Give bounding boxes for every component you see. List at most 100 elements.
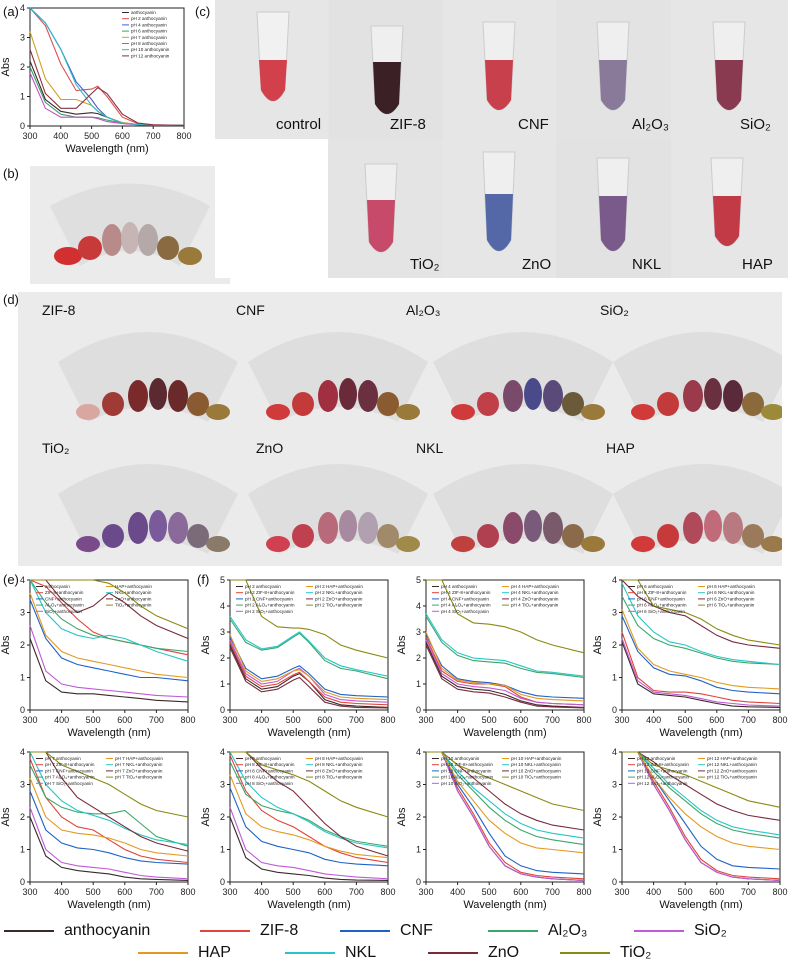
series-line-zif-8 <box>426 751 585 880</box>
series-line-zif-8 <box>622 751 781 880</box>
x-tick-label: 800 <box>380 715 395 725</box>
y-tick-label: 1 <box>220 679 225 689</box>
legend-label: pH 8 NKL+anthocyanin <box>315 762 363 767</box>
legend-label: HAP+anthocyanin <box>115 584 152 589</box>
tube-zno <box>482 151 516 252</box>
legend-label: CNF+anthocyanin <box>45 596 82 601</box>
series-line-cnf <box>229 787 389 867</box>
y-tick-label: 1 <box>20 92 25 102</box>
x-tick-label: 300 <box>418 715 433 725</box>
series-line-nkl <box>29 579 189 662</box>
tube-hap <box>710 157 744 247</box>
legend-label: pH 12 SiO₂+anthocyanin <box>637 781 688 786</box>
y-axis-label: Abs <box>592 807 604 826</box>
photo-b-tube-fan <box>30 166 230 284</box>
legend-line <box>488 930 538 932</box>
legend-label: pH 8 anthocyanin <box>131 41 167 46</box>
x-tick-label: 600 <box>117 887 132 897</box>
fan-zif8 <box>58 332 238 422</box>
x-tick-label: 400 <box>254 887 269 897</box>
legend-entry: ZIF-8 <box>200 922 298 940</box>
legend-label: pH 10 NKL+anthocyanin <box>511 762 561 767</box>
legend-label: pH 6 SiO₂+anthocyanin <box>637 609 685 614</box>
x-tick-label: 700 <box>545 887 560 897</box>
y-axis-label: Abs <box>0 57 12 76</box>
legend-label: pH 4 ZnO+anthocyanin <box>511 596 559 601</box>
x-tick-label: 800 <box>180 887 195 897</box>
x-tick-label: 400 <box>54 715 69 725</box>
fan-sio2 <box>613 332 782 422</box>
legend-text: SiO₂ <box>694 922 727 939</box>
y-tick-label: 4 <box>220 601 225 611</box>
legend-entry: Al₂O₃ <box>488 922 587 940</box>
x-tick-label: 600 <box>709 715 724 725</box>
legend-label: pH 12 ZnO+anthocyanin <box>707 768 757 773</box>
x-tick-label: 700 <box>545 715 560 725</box>
legend-label: pH 8 ZnO+anthocyanin <box>315 768 363 773</box>
legend-label: pH 8 SiO₂+anthocyanin <box>245 781 293 786</box>
series-line-tio2 <box>426 751 585 812</box>
series-line-tio2 <box>426 579 585 654</box>
legend-label: pH 8 Al₂O₃+anthocyanin <box>245 775 295 780</box>
legend-label: pH 7 CNF+anthocyanin <box>45 768 93 773</box>
tube-nkl <box>596 157 630 252</box>
series-line-hap <box>29 777 189 857</box>
label-d-zif8: ZIF-8 <box>42 302 76 318</box>
legend-label: pH 2 ZIF-8+anthocyanin <box>245 590 295 595</box>
y-tick-label: 3 <box>220 780 225 790</box>
fan-al2o3 <box>433 332 613 422</box>
x-tick-label: 400 <box>646 887 661 897</box>
series-line-anthocyanin <box>425 642 585 708</box>
legend-text: Al₂O₃ <box>548 922 588 939</box>
y-tick-label: 4 <box>612 747 617 757</box>
legend-label: pH 2 CNF+anthocyanin <box>245 596 293 601</box>
y-tick-label: 0 <box>612 705 617 715</box>
chart-f-ph7: 300 400 500 600 700 800 0 1 2 3 4 Wavelength (nm) Ab… <box>0 747 196 911</box>
series-line-zno <box>30 751 189 852</box>
x-axis-label: Wavelength (nm) <box>67 899 150 911</box>
legend-line <box>4 930 54 932</box>
series-line-al2o3 <box>622 751 781 839</box>
y-axis-label: Abs <box>0 635 12 654</box>
legend-label: pH 6 Al₂O₃+anthocyanin <box>637 603 687 608</box>
y-tick-label: 1 <box>20 673 25 683</box>
series-line-zif-8 <box>29 758 189 864</box>
series-line-cnf <box>621 615 781 695</box>
legend-text: HAP <box>198 944 231 961</box>
series-line-tio2 <box>622 579 781 646</box>
series-line-sio2 <box>426 751 585 881</box>
label-d-zno: ZnO <box>256 440 284 456</box>
legend-label: pH 6 NKL+anthocyanin <box>707 590 755 595</box>
legend-label: pH 7 SiO₂+anthocyanin <box>45 781 93 786</box>
legend-label: pH 8 TiO₂+anthocyanin <box>315 775 363 780</box>
legend-label: pH 12 anthocyanin <box>637 756 676 761</box>
tube-fan-b <box>50 183 210 266</box>
bottom-legend: anthocyanin ZIF-8 CNF Al₂O₃ SiO₂ HAP NKL ZnO TiO… <box>0 918 788 964</box>
series-line-tio2 <box>622 751 781 808</box>
legend-label: pH 2 ZnO+anthocyanin <box>315 596 363 601</box>
series-line-zif-8 <box>229 642 389 706</box>
legend-label: pH 4 Al₂O₃+anthocyanin <box>441 603 491 608</box>
label-c-control: control <box>276 116 322 133</box>
legend-label: pH 4 SiO₂+anthocyanin <box>441 609 489 614</box>
series-line-zno <box>30 579 189 640</box>
x-axis-label: Wavelength (nm) <box>65 143 148 155</box>
x-tick-label: 600 <box>709 887 724 897</box>
legend-entry: ZnO <box>428 944 519 962</box>
fan-cnf <box>248 332 428 422</box>
y-tick-label: 2 <box>220 653 225 663</box>
y-tick-label: 3 <box>612 780 617 790</box>
series-line-cnf <box>229 636 389 698</box>
x-tick-label: 500 <box>286 887 301 897</box>
x-tick-label: 500 <box>86 715 101 725</box>
series-line-zif-8 <box>229 755 389 864</box>
tube-control <box>256 11 290 102</box>
series-line-al2o3 <box>229 618 389 680</box>
chart-f-ph6: 300 400 500 600 700 800 0 1 2 3 4 Wavelength (nm) Ab… <box>592 575 788 739</box>
tube-cnf <box>482 21 516 111</box>
series-line-cnf <box>426 751 585 875</box>
